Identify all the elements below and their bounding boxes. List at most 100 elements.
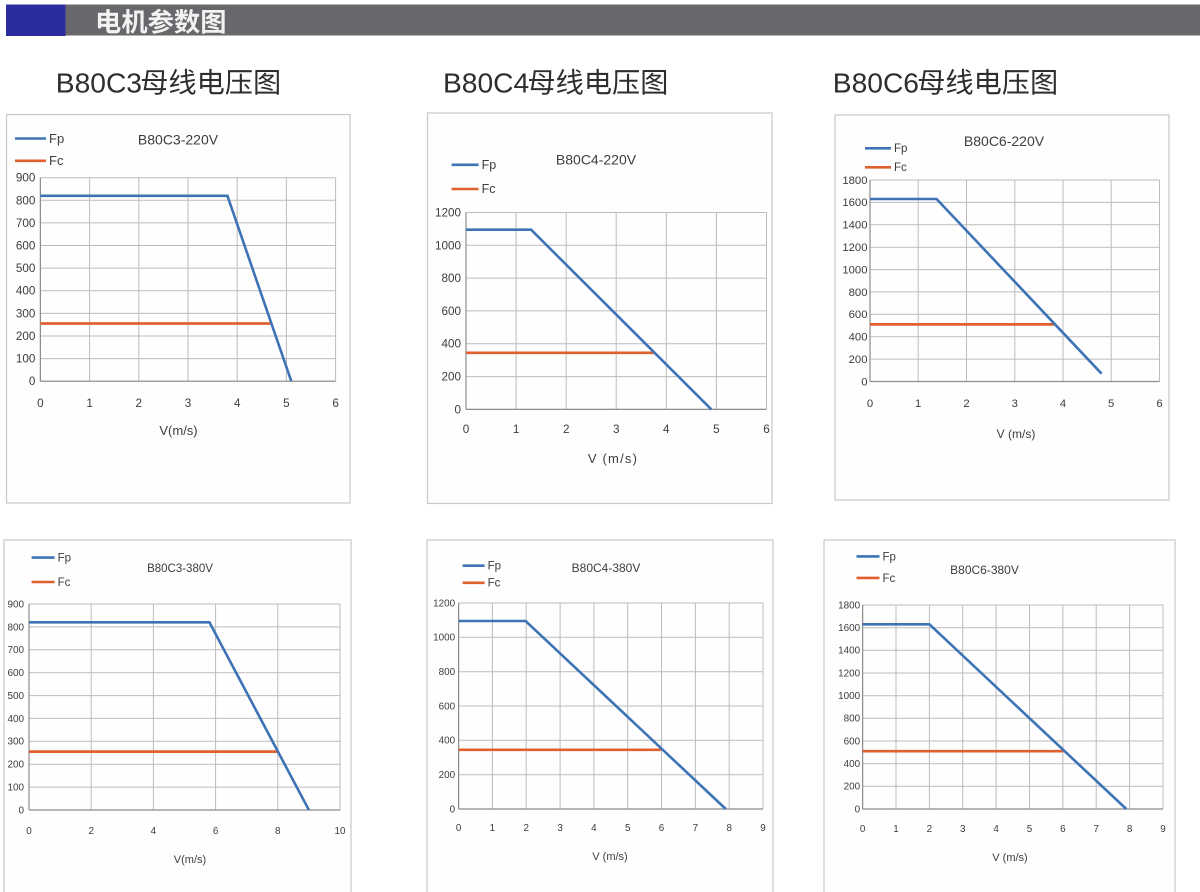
svg-text:900: 900 — [16, 172, 36, 185]
svg-text:B80C3-220V: B80C3-220V — [138, 132, 219, 148]
svg-text:3: 3 — [960, 824, 966, 835]
svg-text:5: 5 — [1108, 398, 1114, 410]
svg-text:600: 600 — [844, 736, 861, 747]
svg-text:V (m/s): V (m/s) — [997, 427, 1036, 441]
svg-text:Fp: Fp — [894, 143, 907, 155]
svg-text:200: 200 — [8, 760, 25, 771]
svg-text:Fc: Fc — [883, 573, 896, 585]
svg-text:0: 0 — [456, 823, 462, 834]
svg-text:8: 8 — [1127, 824, 1133, 835]
svg-text:200: 200 — [849, 354, 868, 366]
svg-text:400: 400 — [8, 714, 25, 725]
svg-text:B80C4-380V: B80C4-380V — [572, 561, 641, 575]
svg-text:0: 0 — [19, 805, 25, 816]
svg-text:0: 0 — [855, 804, 861, 815]
svg-text:B80C6: B80C6 — [833, 67, 919, 99]
svg-text:200: 200 — [439, 770, 456, 781]
svg-text:400: 400 — [439, 736, 456, 747]
svg-text:2: 2 — [927, 824, 933, 835]
svg-text:0: 0 — [867, 398, 873, 410]
svg-text:100: 100 — [16, 353, 36, 366]
svg-text:1400: 1400 — [838, 646, 860, 657]
svg-text:V (m/s): V (m/s) — [588, 451, 638, 466]
svg-text:4: 4 — [1060, 398, 1066, 410]
svg-text:6: 6 — [1156, 398, 1162, 410]
svg-text:4: 4 — [151, 826, 157, 837]
svg-text:1800: 1800 — [838, 600, 860, 611]
svg-text:1000: 1000 — [838, 691, 860, 702]
svg-text:B80C3-380V: B80C3-380V — [147, 563, 213, 575]
svg-text:300: 300 — [8, 737, 25, 748]
svg-text:5: 5 — [713, 423, 720, 436]
svg-text:600: 600 — [439, 701, 456, 712]
svg-text:Fc: Fc — [58, 577, 71, 589]
svg-text:700: 700 — [16, 217, 36, 230]
svg-text:1200: 1200 — [435, 207, 462, 220]
svg-text:B80C4: B80C4 — [443, 67, 529, 99]
svg-text:2: 2 — [523, 823, 529, 834]
svg-text:10: 10 — [335, 826, 346, 837]
svg-text:2: 2 — [136, 397, 143, 410]
svg-text:9: 9 — [760, 823, 766, 834]
svg-text:800: 800 — [844, 714, 861, 725]
svg-text:1: 1 — [513, 423, 520, 436]
svg-text:4: 4 — [234, 397, 241, 410]
svg-text:200: 200 — [16, 330, 36, 343]
svg-text:600: 600 — [441, 305, 461, 318]
svg-text:800: 800 — [439, 667, 456, 678]
svg-text:6: 6 — [332, 397, 339, 410]
svg-text:Fc: Fc — [488, 578, 501, 590]
svg-text:300: 300 — [16, 307, 36, 320]
svg-text:600: 600 — [16, 240, 36, 253]
svg-text:1600: 1600 — [838, 623, 860, 634]
svg-text:0: 0 — [450, 804, 456, 815]
svg-text:B80C4-220V: B80C4-220V — [556, 152, 637, 168]
svg-text:2: 2 — [563, 423, 570, 436]
svg-text:Fp: Fp — [482, 158, 497, 172]
svg-text:2: 2 — [88, 826, 94, 837]
svg-text:1: 1 — [915, 398, 921, 410]
svg-text:0: 0 — [454, 403, 461, 416]
svg-text:0: 0 — [37, 397, 44, 410]
svg-text:900: 900 — [8, 599, 25, 610]
svg-text:4: 4 — [663, 423, 670, 436]
svg-text:Fp: Fp — [58, 553, 71, 565]
svg-text:800: 800 — [16, 194, 36, 207]
svg-text:Fc: Fc — [49, 153, 64, 168]
svg-text:B80C3: B80C3 — [56, 67, 142, 99]
svg-text:0: 0 — [861, 376, 867, 388]
svg-text:Fc: Fc — [482, 182, 496, 196]
svg-text:600: 600 — [8, 668, 25, 679]
svg-text:5: 5 — [625, 823, 631, 834]
svg-text:B80C6-220V: B80C6-220V — [964, 133, 1045, 149]
svg-text:500: 500 — [16, 262, 36, 275]
svg-text:800: 800 — [441, 272, 461, 285]
svg-text:7: 7 — [1093, 824, 1099, 835]
svg-text:1200: 1200 — [433, 598, 455, 609]
svg-text:3: 3 — [613, 423, 620, 436]
svg-text:9: 9 — [1160, 824, 1166, 835]
svg-text:V(m/s): V(m/s) — [174, 854, 206, 866]
svg-text:1: 1 — [86, 397, 93, 410]
svg-text:0: 0 — [860, 824, 866, 835]
svg-text:700: 700 — [8, 645, 25, 656]
svg-text:V(m/s): V(m/s) — [159, 423, 197, 438]
svg-text:400: 400 — [844, 759, 861, 770]
svg-text:7: 7 — [693, 823, 699, 834]
svg-text:200: 200 — [441, 371, 461, 384]
svg-text:400: 400 — [849, 332, 868, 344]
svg-text:6: 6 — [213, 826, 219, 837]
svg-text:200: 200 — [844, 782, 861, 793]
svg-text:1400: 1400 — [842, 220, 867, 232]
svg-text:1000: 1000 — [435, 239, 462, 252]
svg-text:0: 0 — [29, 375, 36, 388]
svg-text:5: 5 — [283, 397, 290, 410]
svg-text:8: 8 — [726, 823, 732, 834]
svg-text:5: 5 — [1027, 824, 1033, 835]
svg-text:V (m/s): V (m/s) — [992, 852, 1027, 864]
svg-text:4: 4 — [591, 823, 597, 834]
svg-text:400: 400 — [16, 285, 36, 298]
svg-text:8: 8 — [275, 826, 281, 837]
svg-text:100: 100 — [8, 783, 25, 794]
svg-text:0: 0 — [463, 423, 470, 436]
